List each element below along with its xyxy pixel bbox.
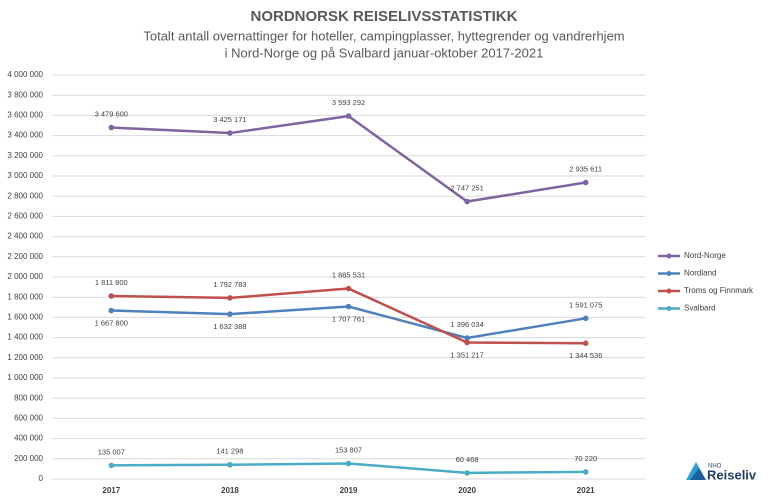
y-tick-label: 0 bbox=[39, 474, 44, 483]
y-tick-label: 3 800 000 bbox=[7, 90, 43, 99]
data-label: 2 747 251 bbox=[450, 184, 483, 193]
y-tick-label: 3 400 000 bbox=[7, 131, 43, 140]
legend-swatch bbox=[666, 253, 672, 259]
series: 1 667 800 1 632 388 1 707 761 1 396 034 1 59… bbox=[95, 300, 602, 341]
data-label: 1 811 800 bbox=[95, 278, 128, 287]
chart-subtitle: Totalt antall overnattinger for hoteller… bbox=[143, 28, 624, 43]
y-tick-label: 1 600 000 bbox=[7, 313, 43, 322]
point bbox=[227, 311, 233, 317]
logo-text: Reiseliv bbox=[707, 467, 757, 482]
y-tick-label: 2 000 000 bbox=[7, 272, 43, 281]
legend-swatch bbox=[666, 288, 672, 294]
series: 1 811 800 1 792 783 1 885 531 1 351 217 1 34… bbox=[95, 271, 602, 361]
data-label: 1 344 536 bbox=[569, 351, 602, 360]
point bbox=[464, 470, 470, 476]
data-label: 60 468 bbox=[456, 455, 479, 464]
y-tick-label: 1 000 000 bbox=[7, 373, 43, 382]
series: 135 007 141 298 153 807 60 468 70 220 bbox=[98, 445, 597, 476]
point bbox=[345, 113, 352, 119]
data-label: 1 591 075 bbox=[569, 300, 602, 309]
legend-swatch bbox=[666, 271, 672, 276]
data-label: 1 632 388 bbox=[213, 322, 246, 331]
point bbox=[227, 461, 233, 468]
legend-label: Nordland bbox=[684, 269, 716, 278]
y-tick-label: 4 000 000 bbox=[7, 70, 43, 79]
legend-label: Nord-Norge bbox=[684, 251, 726, 260]
y-tick-label: 2 600 000 bbox=[7, 212, 43, 221]
point bbox=[345, 303, 352, 310]
point bbox=[582, 179, 589, 186]
data-label: 141 298 bbox=[216, 447, 243, 456]
series: 3 479 600 3 425 171 3 593 292 2 747 251 2 93… bbox=[95, 98, 602, 205]
data-label: 3 479 600 bbox=[95, 110, 128, 119]
y-tick-label: 600 000 bbox=[14, 414, 43, 423]
x-tick-label: 2021 bbox=[577, 486, 595, 495]
data-label: 1 351 217 bbox=[450, 351, 483, 360]
x-tick-label: 2017 bbox=[102, 486, 120, 495]
point bbox=[464, 339, 470, 346]
point bbox=[464, 335, 470, 341]
y-tick-label: 400 000 bbox=[14, 434, 43, 443]
data-label: 2 935 611 bbox=[569, 164, 602, 173]
y-tick-label: 2 200 000 bbox=[7, 252, 43, 261]
x-tick-label: 2018 bbox=[221, 486, 239, 495]
point bbox=[345, 460, 352, 467]
data-label: 3 593 292 bbox=[332, 98, 365, 107]
y-tick-label: 800 000 bbox=[14, 393, 43, 402]
chart-subtitle: i Nord-Norge og på Svalbard januar-oktob… bbox=[225, 45, 544, 60]
logo: NHO Reiseliv bbox=[686, 462, 757, 482]
data-label: 1 885 531 bbox=[332, 271, 365, 280]
point bbox=[582, 469, 589, 475]
data-label: 1 792 783 bbox=[213, 280, 246, 289]
point bbox=[227, 295, 233, 301]
y-tick-label: 1 800 000 bbox=[7, 292, 43, 301]
point bbox=[464, 198, 470, 205]
point bbox=[108, 124, 115, 131]
data-label: 1 396 034 bbox=[450, 320, 483, 329]
data-label: 153 807 bbox=[335, 445, 362, 454]
point bbox=[582, 315, 589, 322]
x-tick-label: 2020 bbox=[458, 486, 476, 495]
data-label: 1 667 800 bbox=[95, 319, 128, 328]
y-tick-label: 3 000 000 bbox=[7, 171, 43, 180]
y-tick-label: 2 800 000 bbox=[7, 191, 43, 200]
chart-title: NORDNORSK REISELIVSSTATISTIKK bbox=[251, 8, 518, 25]
data-label: 3 425 171 bbox=[213, 115, 246, 124]
y-tick-label: 3 600 000 bbox=[7, 111, 43, 120]
point bbox=[582, 340, 589, 347]
y-tick-label: 2 400 000 bbox=[7, 232, 43, 241]
logo-small: NHO bbox=[708, 464, 722, 470]
x-tick-label: 2019 bbox=[340, 486, 358, 495]
y-tick-label: 3 200 000 bbox=[7, 151, 43, 160]
y-tick-label: 1 400 000 bbox=[7, 333, 43, 342]
point bbox=[108, 462, 115, 469]
y-tick-label: 1 200 000 bbox=[7, 353, 43, 362]
point bbox=[345, 285, 352, 292]
point bbox=[227, 130, 233, 136]
point bbox=[108, 293, 115, 299]
legend-label: Svalbard bbox=[684, 304, 716, 313]
legend-label: Troms og Finnmark bbox=[684, 286, 754, 295]
data-label: 1 707 761 bbox=[332, 315, 365, 324]
data-label: 135 007 bbox=[98, 447, 125, 456]
y-tick-label: 200 000 bbox=[14, 454, 43, 463]
data-label: 70 220 bbox=[574, 454, 597, 463]
point bbox=[108, 307, 115, 314]
legend-swatch bbox=[666, 306, 672, 311]
logo-icon bbox=[690, 468, 706, 480]
series-line bbox=[111, 114, 586, 203]
